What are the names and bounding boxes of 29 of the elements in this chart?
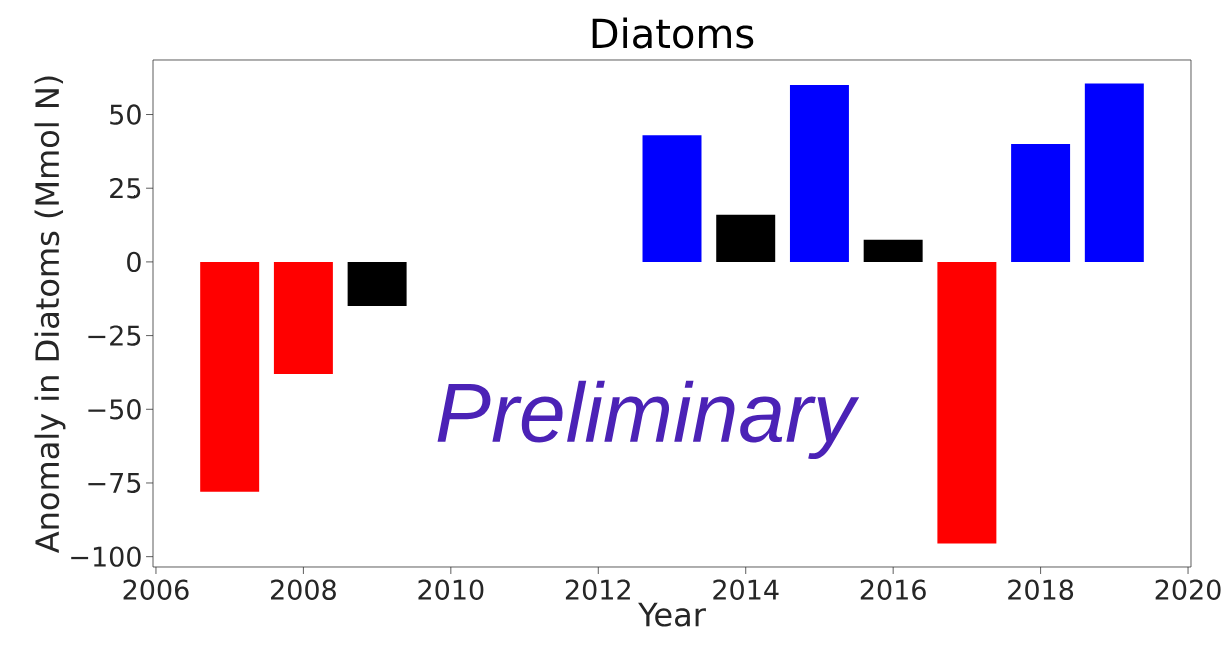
x-tick-label: 2008	[271, 579, 336, 600]
bar	[863, 239, 923, 262]
bar	[1011, 144, 1071, 262]
bar	[200, 261, 260, 492]
x-tick-label: 2016	[860, 579, 926, 600]
chart-title: Diatoms	[592, 17, 754, 49]
x-tick-label: 2014	[713, 579, 779, 600]
x-tick-label: 2010	[418, 579, 484, 600]
y-tick-label: −50	[88, 399, 141, 420]
x-axis-title: Year	[638, 602, 706, 627]
y-tick-label: 25	[110, 178, 141, 199]
y-tick-label: −25	[88, 325, 141, 346]
x-tick-label: 2018	[1008, 579, 1074, 600]
x-tick-label: 2012	[565, 579, 630, 600]
annotation: Preliminary	[437, 380, 860, 460]
y-tick-label: 0	[127, 251, 141, 273]
y-tick-label: 50	[110, 104, 141, 125]
x-tick-label: 2006	[123, 579, 189, 600]
y-tick-label: −75	[88, 472, 141, 493]
x-tick-label: 2020	[1155, 579, 1221, 600]
y-axis-title: Anomaly in Diatoms (Mmol N)	[34, 76, 66, 553]
y-tick-label: −100	[71, 546, 141, 567]
bar	[716, 214, 776, 262]
bar	[273, 261, 333, 374]
bar	[937, 261, 997, 544]
bar	[1084, 83, 1144, 262]
bar	[642, 135, 702, 262]
bar	[347, 261, 407, 307]
bar	[789, 85, 849, 262]
